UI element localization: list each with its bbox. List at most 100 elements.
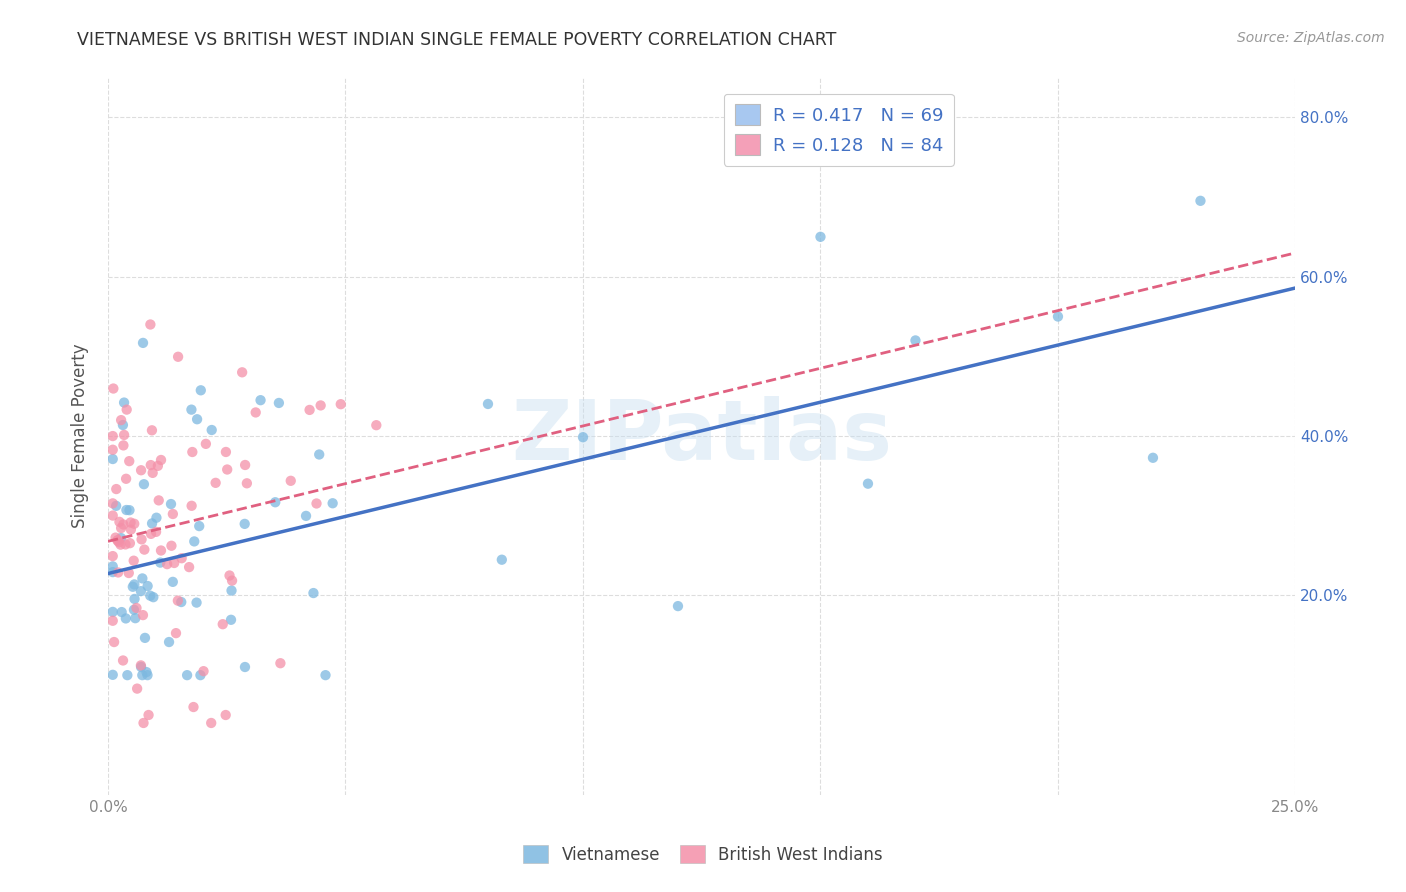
Point (179, 560, 201, 574)
Point (101, 565, 124, 579)
Point (132, 608, 155, 623)
Point (145, 524, 167, 539)
Point (162, 507, 184, 521)
Point (148, 493, 170, 508)
Point (139, 589, 162, 603)
Point (180, 499, 202, 513)
Point (115, 472, 138, 486)
Point (132, 335, 155, 350)
Point (170, 551, 193, 566)
Point (186, 412, 208, 426)
Point (146, 458, 169, 473)
Point (118, 536, 141, 550)
Point (138, 708, 160, 723)
Point (114, 611, 136, 625)
Point (134, 542, 156, 557)
Point (101, 549, 124, 563)
Point (110, 413, 132, 427)
Point (308, 448, 330, 462)
Point (124, 591, 146, 606)
Point (477, 397, 499, 411)
Point (131, 571, 153, 585)
Point (1142, 450, 1164, 465)
Point (103, 382, 125, 396)
Legend: R = 0.417   N = 69, R = 0.128   N = 84: R = 0.417 N = 69, R = 0.128 N = 84 (724, 94, 953, 166)
Point (112, 517, 135, 532)
Point (186, 596, 208, 610)
Point (107, 566, 129, 580)
Point (112, 428, 135, 442)
Point (302, 586, 325, 600)
Point (309, 399, 332, 413)
Point (124, 577, 146, 591)
Point (233, 660, 256, 674)
Point (366, 418, 388, 433)
Point (183, 534, 205, 549)
Point (305, 496, 328, 510)
Point (118, 503, 141, 517)
Point (181, 445, 204, 459)
Point (107, 533, 129, 548)
Point (131, 533, 153, 547)
Point (101, 508, 124, 523)
Point (193, 664, 215, 678)
Point (111, 417, 134, 432)
Point (231, 365, 253, 379)
Point (221, 583, 243, 598)
Point (122, 603, 145, 617)
Point (190, 668, 212, 682)
Point (163, 556, 186, 570)
Point (295, 508, 318, 523)
Point (215, 708, 238, 723)
Point (167, 593, 190, 607)
Y-axis label: Single Female Poverty: Single Female Poverty (72, 343, 89, 528)
Point (315, 668, 337, 682)
Point (160, 539, 183, 553)
Point (150, 543, 173, 558)
Point (904, 334, 927, 348)
Point (101, 496, 124, 510)
Point (298, 403, 321, 417)
Point (101, 559, 124, 574)
Point (329, 397, 352, 411)
Point (132, 477, 155, 491)
Point (112, 395, 135, 409)
Point (156, 557, 179, 571)
Point (121, 580, 143, 594)
Point (233, 516, 256, 531)
Point (211, 617, 233, 632)
Point (139, 318, 162, 332)
Point (131, 668, 153, 682)
Point (101, 452, 124, 467)
Text: VIETNAMESE VS BRITISH WEST INDIAN SINGLE FEMALE POVERTY CORRELATION CHART: VIETNAMESE VS BRITISH WEST INDIAN SINGLE… (77, 31, 837, 49)
Point (491, 552, 513, 566)
Point (105, 482, 128, 496)
Point (165, 626, 187, 640)
Legend: Vietnamese, British West Indians: Vietnamese, British West Indians (516, 838, 890, 871)
Point (122, 554, 145, 568)
Point (120, 516, 142, 530)
Point (103, 635, 125, 649)
Point (1189, 194, 1212, 208)
Text: Source: ZipAtlas.com: Source: ZipAtlas.com (1237, 31, 1385, 45)
Point (112, 653, 135, 667)
Point (118, 454, 141, 468)
Point (236, 476, 259, 491)
Point (141, 423, 163, 437)
Point (264, 495, 287, 509)
Point (127, 681, 149, 696)
Point (322, 496, 344, 510)
Point (176, 668, 198, 682)
Point (101, 429, 124, 443)
Point (810, 230, 832, 244)
Point (111, 605, 134, 619)
Point (110, 531, 132, 545)
Point (134, 631, 156, 645)
Point (129, 660, 152, 674)
Point (157, 635, 180, 649)
Point (233, 458, 256, 472)
Point (101, 614, 124, 628)
Point (201, 423, 224, 437)
Point (204, 475, 226, 490)
Point (160, 497, 183, 511)
